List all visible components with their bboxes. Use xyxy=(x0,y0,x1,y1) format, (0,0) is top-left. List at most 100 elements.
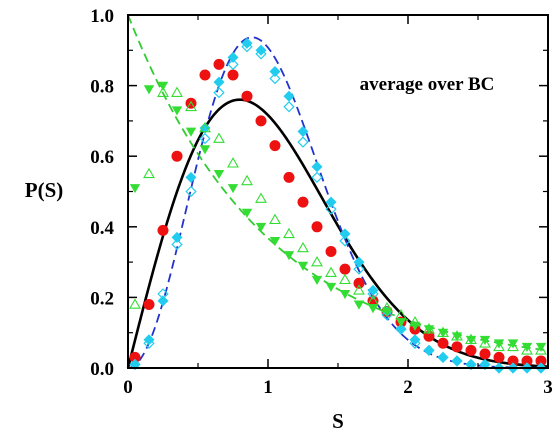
data-point-diamond-open xyxy=(395,323,407,335)
data-point-triangle-up-open xyxy=(353,284,365,295)
data-point-diamond xyxy=(241,37,253,49)
data-point-diamond xyxy=(325,196,337,208)
x-tick-label: 2 xyxy=(403,377,413,398)
data-point-triangle-down xyxy=(185,127,197,137)
data-point-triangle-down xyxy=(269,237,281,247)
data-point-diamond-open xyxy=(311,171,323,184)
data-point-circle xyxy=(283,171,295,183)
data-point-circle xyxy=(241,90,253,102)
data-point-diamond xyxy=(339,228,351,240)
data-point-diamond-open xyxy=(297,136,309,148)
data-point-triangle-up-open xyxy=(255,192,267,203)
data-point-triangle-down xyxy=(451,332,463,342)
data-point-triangle-up-open xyxy=(367,294,379,306)
data-point-diamond xyxy=(423,344,435,356)
curve-green-dashed xyxy=(127,14,549,352)
data-point-diamond-open xyxy=(465,358,477,371)
data-point-circle xyxy=(339,263,351,275)
data-point-triangle-down xyxy=(171,106,183,116)
data-point-diamond-open xyxy=(339,235,351,247)
data-point-triangle-up-open xyxy=(325,266,337,277)
data-point-triangle-down xyxy=(129,184,141,194)
data-point-diamond-open xyxy=(507,362,519,374)
data-point-triangle-down xyxy=(283,251,295,261)
data-point-triangle-down xyxy=(199,145,211,155)
data-point-diamond-open xyxy=(535,362,547,374)
data-point-diamond xyxy=(297,125,309,137)
data-point-triangle-down xyxy=(213,169,225,180)
data-point-diamond-open xyxy=(269,72,281,85)
tick-labels: 0 1 2 3 0.0 0.2 0.4 0.6 0.8 1.0 xyxy=(90,6,553,398)
data-point-triangle-down xyxy=(367,304,379,314)
data-point-triangle-up-open xyxy=(409,316,421,327)
data-point-circle xyxy=(479,348,491,360)
data-point-triangle-down xyxy=(255,222,267,232)
data-point-circle xyxy=(157,224,169,236)
data-point-diamond xyxy=(143,334,155,346)
data-point-diamond xyxy=(311,161,323,173)
y-tick-label: 0.4 xyxy=(90,218,114,239)
data-point-triangle-up-open xyxy=(213,132,225,143)
data-point-circle xyxy=(199,69,211,81)
data-point-triangle-down xyxy=(241,208,253,218)
data-point-diamond-open xyxy=(493,362,505,374)
data-point-diamond xyxy=(199,122,211,134)
data-point-circle xyxy=(353,277,365,289)
y-tick-label: 0.0 xyxy=(90,359,114,380)
data-point-triangle-up-open xyxy=(493,340,505,352)
y-axis-label: P(S) xyxy=(25,178,64,202)
data-point-diamond xyxy=(227,51,239,63)
data-point-circle xyxy=(213,58,225,70)
data-point-triangle-down xyxy=(493,339,505,349)
x-tick-label: 0 xyxy=(123,377,133,398)
data-point-triangle-down xyxy=(479,335,491,345)
data-point-circle xyxy=(143,298,155,310)
y-tick-label: 0.2 xyxy=(90,288,114,309)
data-point-triangle-down xyxy=(325,282,337,293)
data-point-triangle-up-open xyxy=(535,344,547,355)
data-point-diamond-open xyxy=(241,41,253,53)
chart-annotation: average over BC xyxy=(360,74,495,95)
data-point-circle xyxy=(227,69,239,81)
plot-frame xyxy=(127,14,549,369)
data-point-triangle-down xyxy=(227,184,239,194)
y-tick-label: 1.0 xyxy=(90,6,114,27)
data-point-diamond-open xyxy=(185,185,197,198)
data-point-diamond xyxy=(353,256,365,268)
data-point-triangle-down xyxy=(395,318,407,328)
curve-black-solid xyxy=(126,98,549,369)
data-point-diamond xyxy=(451,355,463,367)
data-point-diamond-open xyxy=(423,344,435,356)
data-point-diamond-open xyxy=(171,238,183,251)
data-point-circle xyxy=(493,351,505,363)
data-point-diamond-open xyxy=(479,358,491,371)
data-point-diamond-open xyxy=(353,263,365,275)
data-point-diamond xyxy=(409,334,421,346)
data-point-circle xyxy=(255,115,267,127)
data-point-triangle-up-open xyxy=(171,86,183,97)
data-point-diamond-open xyxy=(255,48,267,60)
data-point-triangle-down xyxy=(297,261,309,271)
data-point-diamond xyxy=(213,76,225,88)
data-point-diamond-open xyxy=(325,203,337,215)
data-point-triangle-down xyxy=(339,289,351,300)
y-tick-label: 0.8 xyxy=(90,77,114,98)
data-point-diamond xyxy=(185,171,197,183)
data-point-diamond-open xyxy=(157,288,169,300)
data-point-circle xyxy=(325,246,337,258)
data-point-triangle-up-open xyxy=(283,227,295,239)
data-point-circle xyxy=(311,221,323,233)
data-point-diamond xyxy=(437,351,449,363)
data-point-diamond-open xyxy=(437,351,449,364)
data-point-triangle-up-open xyxy=(199,121,211,133)
data-point-circle xyxy=(367,295,379,307)
data-point-diamond-open xyxy=(381,309,393,321)
data-point-triangle-up-open xyxy=(479,337,491,348)
data-point-diamond-open xyxy=(199,132,211,145)
data-point-diamond-open xyxy=(143,337,155,349)
data-point-triangle-down xyxy=(507,339,519,349)
data-points xyxy=(129,37,547,374)
data-point-circle xyxy=(171,150,183,162)
x-tick-label: 1 xyxy=(263,377,273,398)
